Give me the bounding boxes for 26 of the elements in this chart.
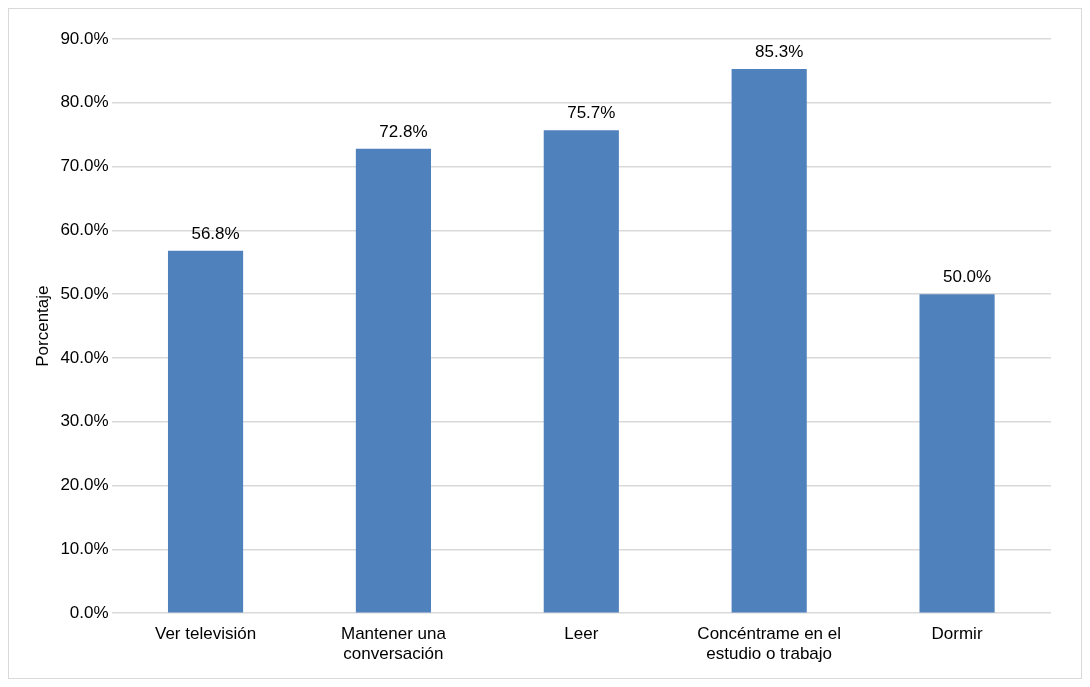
data-label: 75.7% [567, 103, 616, 123]
x-tick-label: Ver televisión [154, 624, 257, 644]
bar [543, 130, 619, 613]
y-tick-label: 50.0% [60, 283, 109, 303]
data-label: 85.3% [755, 42, 804, 62]
y-tick-label: 20.0% [60, 475, 109, 495]
y-tick-label: 60.0% [60, 220, 109, 240]
data-label: 56.8% [191, 224, 240, 243]
bar [919, 294, 995, 613]
y-axis-title: Porcentaje [32, 285, 52, 367]
y-tick-label: 0.0% [69, 602, 109, 622]
y-tick-label: 30.0% [60, 411, 109, 431]
x-tick-label: Dormir [931, 624, 983, 644]
x-tick-label: Leer [564, 624, 599, 644]
y-tick-label: 90.0% [60, 28, 109, 48]
y-tick-label: 40.0% [60, 347, 109, 367]
x-tick-label: Mantener una conversación [340, 624, 447, 664]
bar [355, 148, 431, 613]
y-tick-label: 10.0% [60, 539, 109, 559]
x-tick-label: Concéntrame en el estudio o trabajo [697, 624, 841, 664]
data-label: 50.0% [942, 267, 992, 287]
bar [167, 250, 244, 613]
y-tick-label: 80.0% [60, 92, 109, 112]
data-label: 72.8% [379, 121, 428, 141]
bar [731, 68, 807, 613]
y-tick-label: 70.0% [60, 156, 109, 176]
